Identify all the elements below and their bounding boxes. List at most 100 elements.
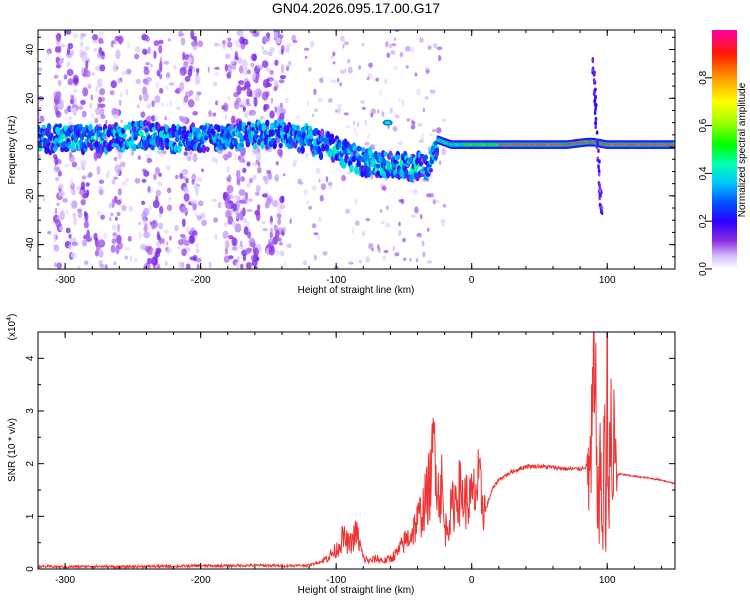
spectrogram-ridge-blob bbox=[423, 154, 429, 161]
spectrogram-noise-blob bbox=[441, 148, 447, 156]
spectrogram-noise-blob bbox=[365, 217, 371, 222]
spectrogram-noise-blob bbox=[178, 262, 183, 268]
spectrogram-noise-blob bbox=[77, 208, 83, 213]
spectrogram-noise-blob bbox=[54, 164, 57, 170]
spectrogram-noise-blob bbox=[438, 160, 442, 166]
spectrogram-noise-blob bbox=[410, 214, 416, 218]
spectrogram-noise-blob bbox=[239, 176, 246, 182]
spectrogram-noise-blob bbox=[348, 261, 354, 265]
spectrogram-noise-blob bbox=[224, 113, 228, 120]
spectrogram-ridge-blob bbox=[316, 129, 321, 136]
spectrogram-noise-blob bbox=[119, 91, 123, 98]
spectrogram-noise-blob bbox=[57, 170, 62, 177]
spectrogram-ridge-blob bbox=[71, 142, 76, 151]
spectrogram-feature-blob bbox=[598, 182, 601, 188]
spectrogram-noise-blob bbox=[197, 200, 204, 207]
spectrogram-noise-blob bbox=[84, 212, 89, 222]
spectrogram-feature-blob bbox=[594, 121, 598, 126]
spectrogram-noise-blob bbox=[286, 243, 292, 249]
spectrogram-noise-blob bbox=[308, 67, 312, 72]
spectrogram-noise-blob bbox=[227, 151, 232, 159]
spectrogram-noise-blob bbox=[313, 88, 317, 95]
spectrogram-noise-blob bbox=[162, 238, 165, 245]
spectrogram-noise-blob bbox=[145, 36, 150, 42]
spectrogram-noise-blob bbox=[330, 56, 333, 60]
spectrogram-noise-blob bbox=[146, 157, 153, 164]
spectrogram-noise-blob bbox=[358, 65, 362, 70]
spectrogram-noise-blob bbox=[114, 216, 118, 221]
spectrogram-noise-blob bbox=[196, 176, 203, 183]
snr-frame bbox=[37, 331, 676, 570]
spectrogram-noise-blob bbox=[366, 76, 370, 81]
spectrogram-noise-blob bbox=[410, 124, 416, 130]
spectrogram-noise-blob bbox=[153, 50, 157, 60]
spectrogram-noise-blob bbox=[110, 212, 114, 217]
spectrogram-noise-blob bbox=[112, 60, 116, 71]
figure-title: GN04.2026.095.17.00.G17 bbox=[272, 0, 440, 16]
spectrogram-ridge-blob bbox=[141, 135, 147, 141]
spectrogram-noise-blob bbox=[197, 40, 204, 48]
spectrogram-noise-blob bbox=[121, 181, 128, 187]
spectrogram-noise-blob bbox=[434, 199, 440, 204]
spectrogram-noise-blob bbox=[81, 33, 87, 37]
spectrogram-plot-area bbox=[38, 30, 675, 269]
spectrogram-noise-blob bbox=[394, 114, 400, 119]
spectrogram-noise-blob bbox=[118, 99, 122, 107]
spectrogram-noise-blob bbox=[96, 165, 101, 176]
spectrogram-noise-blob bbox=[58, 183, 65, 190]
spectrogram-noise-blob bbox=[65, 227, 71, 234]
spectrogram-noise-blob bbox=[70, 252, 77, 259]
spectrogram-noise-blob bbox=[158, 212, 162, 218]
spectrogram-noise-blob bbox=[111, 179, 116, 185]
spectrogram-noise-blob bbox=[71, 241, 79, 247]
spectrogram-noise-blob bbox=[275, 249, 280, 256]
spectrogram-noise-blob bbox=[149, 257, 156, 265]
spectrogram-noise-blob bbox=[379, 209, 383, 213]
spectrogram-noise-blob bbox=[414, 206, 419, 214]
spectrogram-noise-blob bbox=[269, 69, 274, 75]
spectrogram-noise-blob bbox=[417, 123, 423, 127]
spectrogram-noise-blob bbox=[251, 259, 258, 267]
spectrogram-noise-blob bbox=[154, 251, 158, 259]
spectrogram-noise-blob bbox=[337, 77, 340, 83]
spectrogram-noise-blob bbox=[309, 40, 315, 48]
spectrogram-noise-blob bbox=[279, 250, 285, 257]
spectrogram-noise-blob bbox=[386, 52, 391, 58]
spectrogram-noise-blob bbox=[168, 82, 175, 86]
snr-y-tick-label: 4 bbox=[25, 355, 36, 361]
spectrogram-noise-blob bbox=[159, 73, 163, 80]
spectrogram-noise-blob bbox=[255, 211, 261, 222]
spectrogram-noise-blob bbox=[136, 104, 140, 109]
spectrogram-noise-blob bbox=[228, 70, 232, 75]
spectrogram-noise-blob bbox=[269, 110, 275, 119]
spectrogram-noise-blob bbox=[76, 185, 81, 191]
spectrogram-noise-blob bbox=[121, 71, 128, 76]
spectrogram-noise-blob bbox=[133, 53, 140, 60]
spectrogram-noise-blob bbox=[195, 67, 200, 74]
spectrogram-noise-blob bbox=[85, 182, 90, 187]
spectrogram-noise-blob bbox=[43, 196, 46, 202]
spectrogram-noise-blob bbox=[281, 226, 287, 233]
spectrogram-noise-blob bbox=[230, 59, 235, 65]
spectrogram-noise-blob bbox=[105, 119, 108, 125]
spectrogram-noise-blob bbox=[161, 150, 167, 155]
spectrogram-noise-blob bbox=[274, 174, 279, 182]
spectrogram-noise-blob bbox=[281, 195, 285, 203]
spectrogram-ridge-blob bbox=[123, 124, 129, 131]
spectrogram-noise-blob bbox=[141, 178, 147, 183]
spectrogram-noise-blob bbox=[78, 105, 84, 110]
spectrogram-noise-blob bbox=[146, 76, 152, 83]
spectrogram-noise-blob bbox=[415, 257, 419, 263]
spectrogram-noise-blob bbox=[230, 47, 233, 51]
spectrogram-ridge-blob bbox=[383, 151, 388, 157]
spectrogram-noise-blob bbox=[246, 183, 251, 188]
snr-y-multiplier: (x104) bbox=[6, 314, 18, 341]
spectrogram-noise-blob bbox=[90, 113, 95, 119]
spectrogram-noise-blob bbox=[38, 111, 41, 116]
spectrogram-noise-blob bbox=[98, 249, 104, 258]
spectrogram-noise-blob bbox=[238, 189, 246, 196]
spectrogram-noise-blob bbox=[257, 147, 261, 154]
spectrogram-noise-blob bbox=[227, 37, 232, 42]
spectrogram-noise-blob bbox=[416, 232, 422, 238]
snr-x-tick-label: 0 bbox=[469, 575, 475, 586]
